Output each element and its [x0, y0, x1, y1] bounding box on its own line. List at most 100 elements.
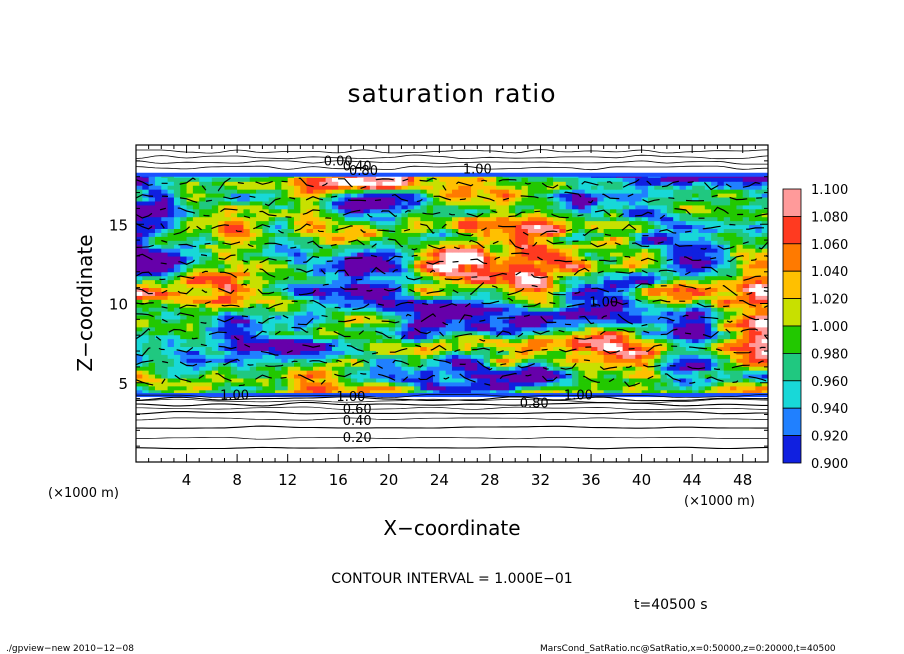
field-cell — [256, 334, 263, 340]
field-cell — [167, 208, 175, 214]
field-cell — [249, 228, 257, 233]
field-cell — [237, 232, 244, 237]
field-cell — [281, 378, 289, 383]
field-cell — [281, 385, 289, 391]
field-cell — [306, 370, 314, 375]
field-cell — [237, 267, 244, 273]
field-cell — [616, 208, 624, 214]
field-cell — [628, 362, 636, 367]
field-cell — [546, 362, 554, 367]
field-cell — [559, 248, 567, 253]
field-cell — [641, 283, 649, 289]
field-cell — [755, 370, 763, 375]
field-cell — [711, 287, 718, 292]
field-cell — [515, 212, 522, 218]
field-cell — [268, 232, 276, 237]
field-cell — [306, 252, 314, 257]
field-cell — [445, 334, 453, 340]
field-cell — [186, 244, 194, 249]
field-cell — [458, 326, 466, 332]
field-cell — [148, 346, 156, 351]
field-cell — [218, 338, 225, 344]
field-cell — [199, 303, 206, 308]
field-cell — [319, 354, 326, 359]
field-cell — [565, 315, 573, 320]
field-cell — [704, 287, 712, 292]
field-cell — [136, 236, 143, 241]
field-cell — [603, 307, 611, 312]
field-cell — [136, 385, 143, 391]
field-cell — [591, 350, 598, 355]
field-cell — [414, 334, 421, 340]
field-cell — [565, 271, 573, 277]
field-cell — [641, 291, 649, 296]
field-cell — [527, 315, 535, 320]
field-cell — [218, 283, 225, 289]
field-cell — [578, 330, 586, 336]
field-cell — [287, 346, 295, 351]
field-cell — [755, 303, 763, 308]
field-cell — [237, 319, 244, 324]
field-cell — [742, 256, 750, 261]
field-cell — [312, 260, 320, 265]
field-cell — [142, 378, 150, 383]
field-cell — [142, 236, 150, 241]
field-cell — [515, 283, 522, 289]
field-cell — [439, 338, 447, 344]
field-cell — [470, 220, 478, 226]
field-cell — [382, 236, 390, 241]
field-cell — [647, 228, 655, 233]
field-cell — [584, 326, 592, 332]
field-cell — [749, 216, 756, 222]
field-cell — [376, 224, 383, 229]
field-cell — [414, 346, 421, 351]
field-cell — [287, 307, 295, 312]
field-cell — [704, 275, 712, 281]
field-cell — [420, 362, 428, 367]
field-cell — [628, 240, 636, 245]
field-cell — [572, 287, 579, 292]
field-cell — [148, 319, 156, 324]
field-cell — [180, 279, 187, 285]
field-cell — [635, 389, 642, 395]
field-cell — [647, 244, 655, 249]
field-cell — [673, 291, 680, 296]
field-cell — [616, 370, 624, 375]
field-cell — [610, 378, 617, 383]
field-cell — [717, 303, 725, 308]
field-cell — [578, 307, 586, 312]
field-cell — [256, 216, 263, 222]
field-cell — [654, 374, 661, 379]
field-cell — [249, 307, 257, 312]
field-cell — [540, 358, 548, 363]
field-cell — [496, 303, 503, 308]
field-cell — [515, 216, 522, 222]
field-cell — [553, 311, 560, 316]
field-cell — [395, 330, 402, 336]
field-cell — [287, 236, 295, 241]
field-cell — [287, 275, 295, 281]
field-cell — [572, 205, 579, 210]
field-cell — [395, 370, 402, 375]
field-cell — [433, 201, 440, 206]
field-cell — [433, 252, 440, 257]
field-cell — [363, 212, 371, 218]
field-cell — [597, 350, 605, 355]
field-cell — [572, 389, 579, 395]
field-cell — [433, 240, 440, 245]
field-cell — [230, 232, 238, 237]
field-cell — [218, 307, 225, 312]
field-cell — [262, 362, 270, 367]
field-cell — [685, 307, 693, 312]
field-cell — [445, 279, 453, 285]
field-cell — [616, 389, 624, 395]
field-cell — [704, 378, 712, 383]
field-cell — [622, 260, 630, 265]
field-cell — [527, 267, 535, 273]
field-cell — [199, 311, 206, 316]
field-cell — [281, 291, 289, 296]
field-cell — [502, 323, 510, 328]
field-cell — [363, 370, 371, 375]
field-cell — [224, 224, 232, 229]
field-cell — [167, 323, 175, 328]
